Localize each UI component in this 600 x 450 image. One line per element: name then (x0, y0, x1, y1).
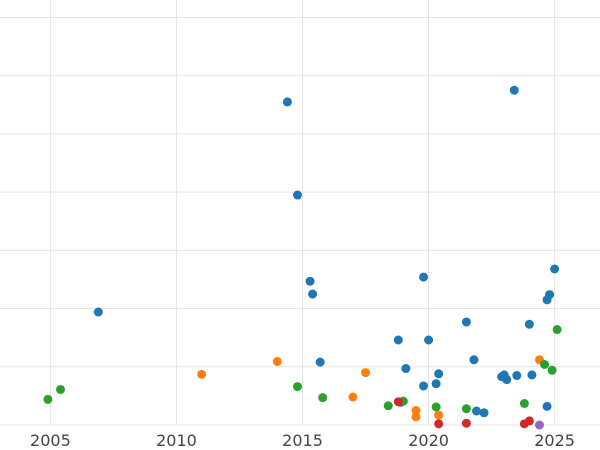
grid-layer (0, 0, 600, 426)
data-point-series-0-23 (524, 319, 534, 329)
data-point-series-0-17 (479, 408, 489, 418)
data-point-series-0-2 (292, 190, 302, 200)
x-tick-label-2005: 2005 (30, 431, 71, 450)
data-point-series-0-7 (401, 364, 411, 374)
data-point-series-0-22 (509, 85, 519, 95)
data-point-series-2-11 (552, 325, 562, 335)
data-point-series-1-0 (197, 369, 207, 379)
data-point-series-0-4 (308, 289, 318, 299)
x-tick-label-2020: 2020 (408, 431, 449, 450)
data-point-series-0-27 (545, 290, 555, 300)
data-point-series-0-15 (469, 355, 479, 365)
data-point-series-0-24 (527, 370, 537, 380)
data-point-series-1-5 (411, 412, 421, 422)
x-tick-label-2015: 2015 (282, 431, 323, 450)
data-point-series-0-11 (424, 335, 434, 345)
data-point-series-0-3 (305, 276, 315, 286)
data-point-series-0-5 (315, 357, 325, 367)
data-point-series-0-28 (550, 264, 560, 274)
data-point-series-1-4 (411, 405, 421, 415)
data-point-series-3-1 (434, 419, 444, 429)
data-point-series-3-0 (393, 397, 403, 407)
data-point-series-3-4 (524, 416, 534, 426)
data-point-series-0-12 (431, 379, 441, 389)
data-point-series-1-3 (361, 368, 371, 378)
data-point-series-2-2 (292, 382, 302, 392)
data-point-series-2-6 (431, 402, 441, 412)
points-layer (43, 85, 562, 430)
data-point-series-0-14 (461, 317, 471, 327)
data-point-series-0-0 (93, 307, 103, 317)
data-point-series-1-6 (434, 410, 444, 420)
x-axis: 2005 2010 2015 2020 2025 (30, 431, 575, 450)
data-point-series-1-1 (272, 357, 282, 367)
data-point-series-0-9 (419, 272, 429, 282)
data-point-series-3-2 (461, 418, 471, 428)
data-point-series-2-7 (461, 404, 471, 414)
data-point-series-4-0 (534, 420, 544, 430)
data-point-series-2-9 (540, 359, 550, 369)
data-point-series-0-13 (434, 369, 444, 379)
data-point-series-0-16 (471, 406, 481, 416)
data-point-series-2-8 (519, 398, 529, 408)
data-point-series-2-3 (318, 393, 328, 403)
data-point-series-0-1 (282, 97, 292, 107)
data-point-series-0-25 (542, 401, 552, 411)
data-point-series-2-4 (383, 401, 393, 411)
data-point-series-0-20 (502, 375, 512, 385)
data-point-series-2-1 (56, 384, 66, 394)
data-point-series-2-10 (547, 365, 557, 375)
x-tick-label-2025: 2025 (534, 431, 575, 450)
data-point-series-0-21 (512, 371, 522, 381)
x-tick-label-2010: 2010 (156, 431, 197, 450)
data-point-series-0-10 (419, 381, 429, 391)
data-point-series-1-2 (348, 392, 358, 402)
data-point-series-2-0 (43, 394, 53, 404)
data-point-series-0-6 (393, 335, 403, 345)
